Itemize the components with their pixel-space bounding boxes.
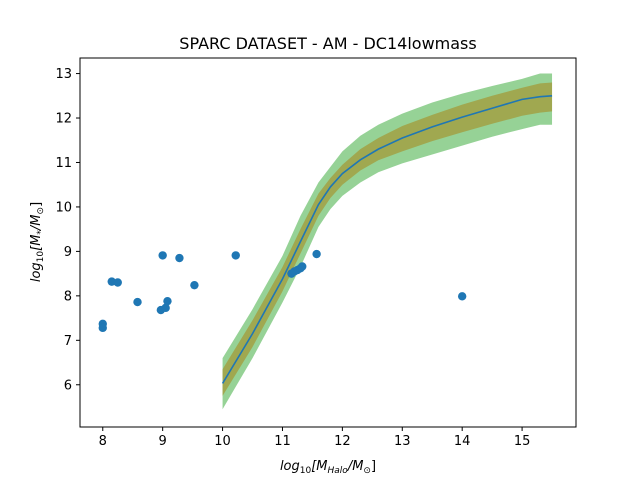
y-tick-label: 13 [55, 67, 72, 82]
scatter-point [163, 296, 172, 306]
median-relation-line [221, 94, 553, 384]
scatter-point [133, 297, 142, 307]
y-tick-label: 11 [55, 156, 72, 171]
x-tick-label: 8 [99, 434, 107, 449]
scatter-point [312, 249, 321, 259]
x-tick-label: 9 [159, 434, 167, 449]
x-tick-label: 10 [214, 434, 231, 449]
x-tick-label: 14 [454, 434, 471, 449]
scatter-point [231, 251, 240, 260]
scatter-point [113, 278, 122, 287]
y-axis-label: log10[M*/M⊙] [29, 202, 46, 282]
chart-title: SPARC DATASET - AM - DC14lowmass [179, 34, 476, 53]
y-tick-label: 8 [64, 289, 72, 304]
plot-frame [79, 57, 577, 428]
scatter-point [175, 253, 184, 263]
y-tick-label: 9 [64, 245, 72, 260]
y-tick-label: 7 [64, 334, 72, 349]
scatter-point [457, 292, 467, 301]
y-tick-label: 6 [64, 378, 72, 393]
scatter-point [298, 262, 307, 271]
scatter-point [161, 303, 170, 313]
x-tick-label: 13 [394, 434, 411, 449]
scatter-point [190, 280, 199, 290]
x-axis-label: log10[MHalo/M⊙] [280, 459, 376, 476]
scatter-point [98, 323, 107, 333]
plot-layer [98, 73, 553, 410]
x-tick-label: 11 [274, 434, 291, 449]
ticks-layer: 8 9 10 11 12 13 14 15 6 7 8 9 10 11 12 13 [55, 67, 530, 449]
x-tick-label: 12 [334, 434, 351, 449]
y-tick-label: 12 [55, 112, 72, 127]
x-tick-label: 15 [514, 434, 531, 449]
scatter-point [158, 251, 167, 260]
y-tick-label: 10 [55, 200, 72, 215]
